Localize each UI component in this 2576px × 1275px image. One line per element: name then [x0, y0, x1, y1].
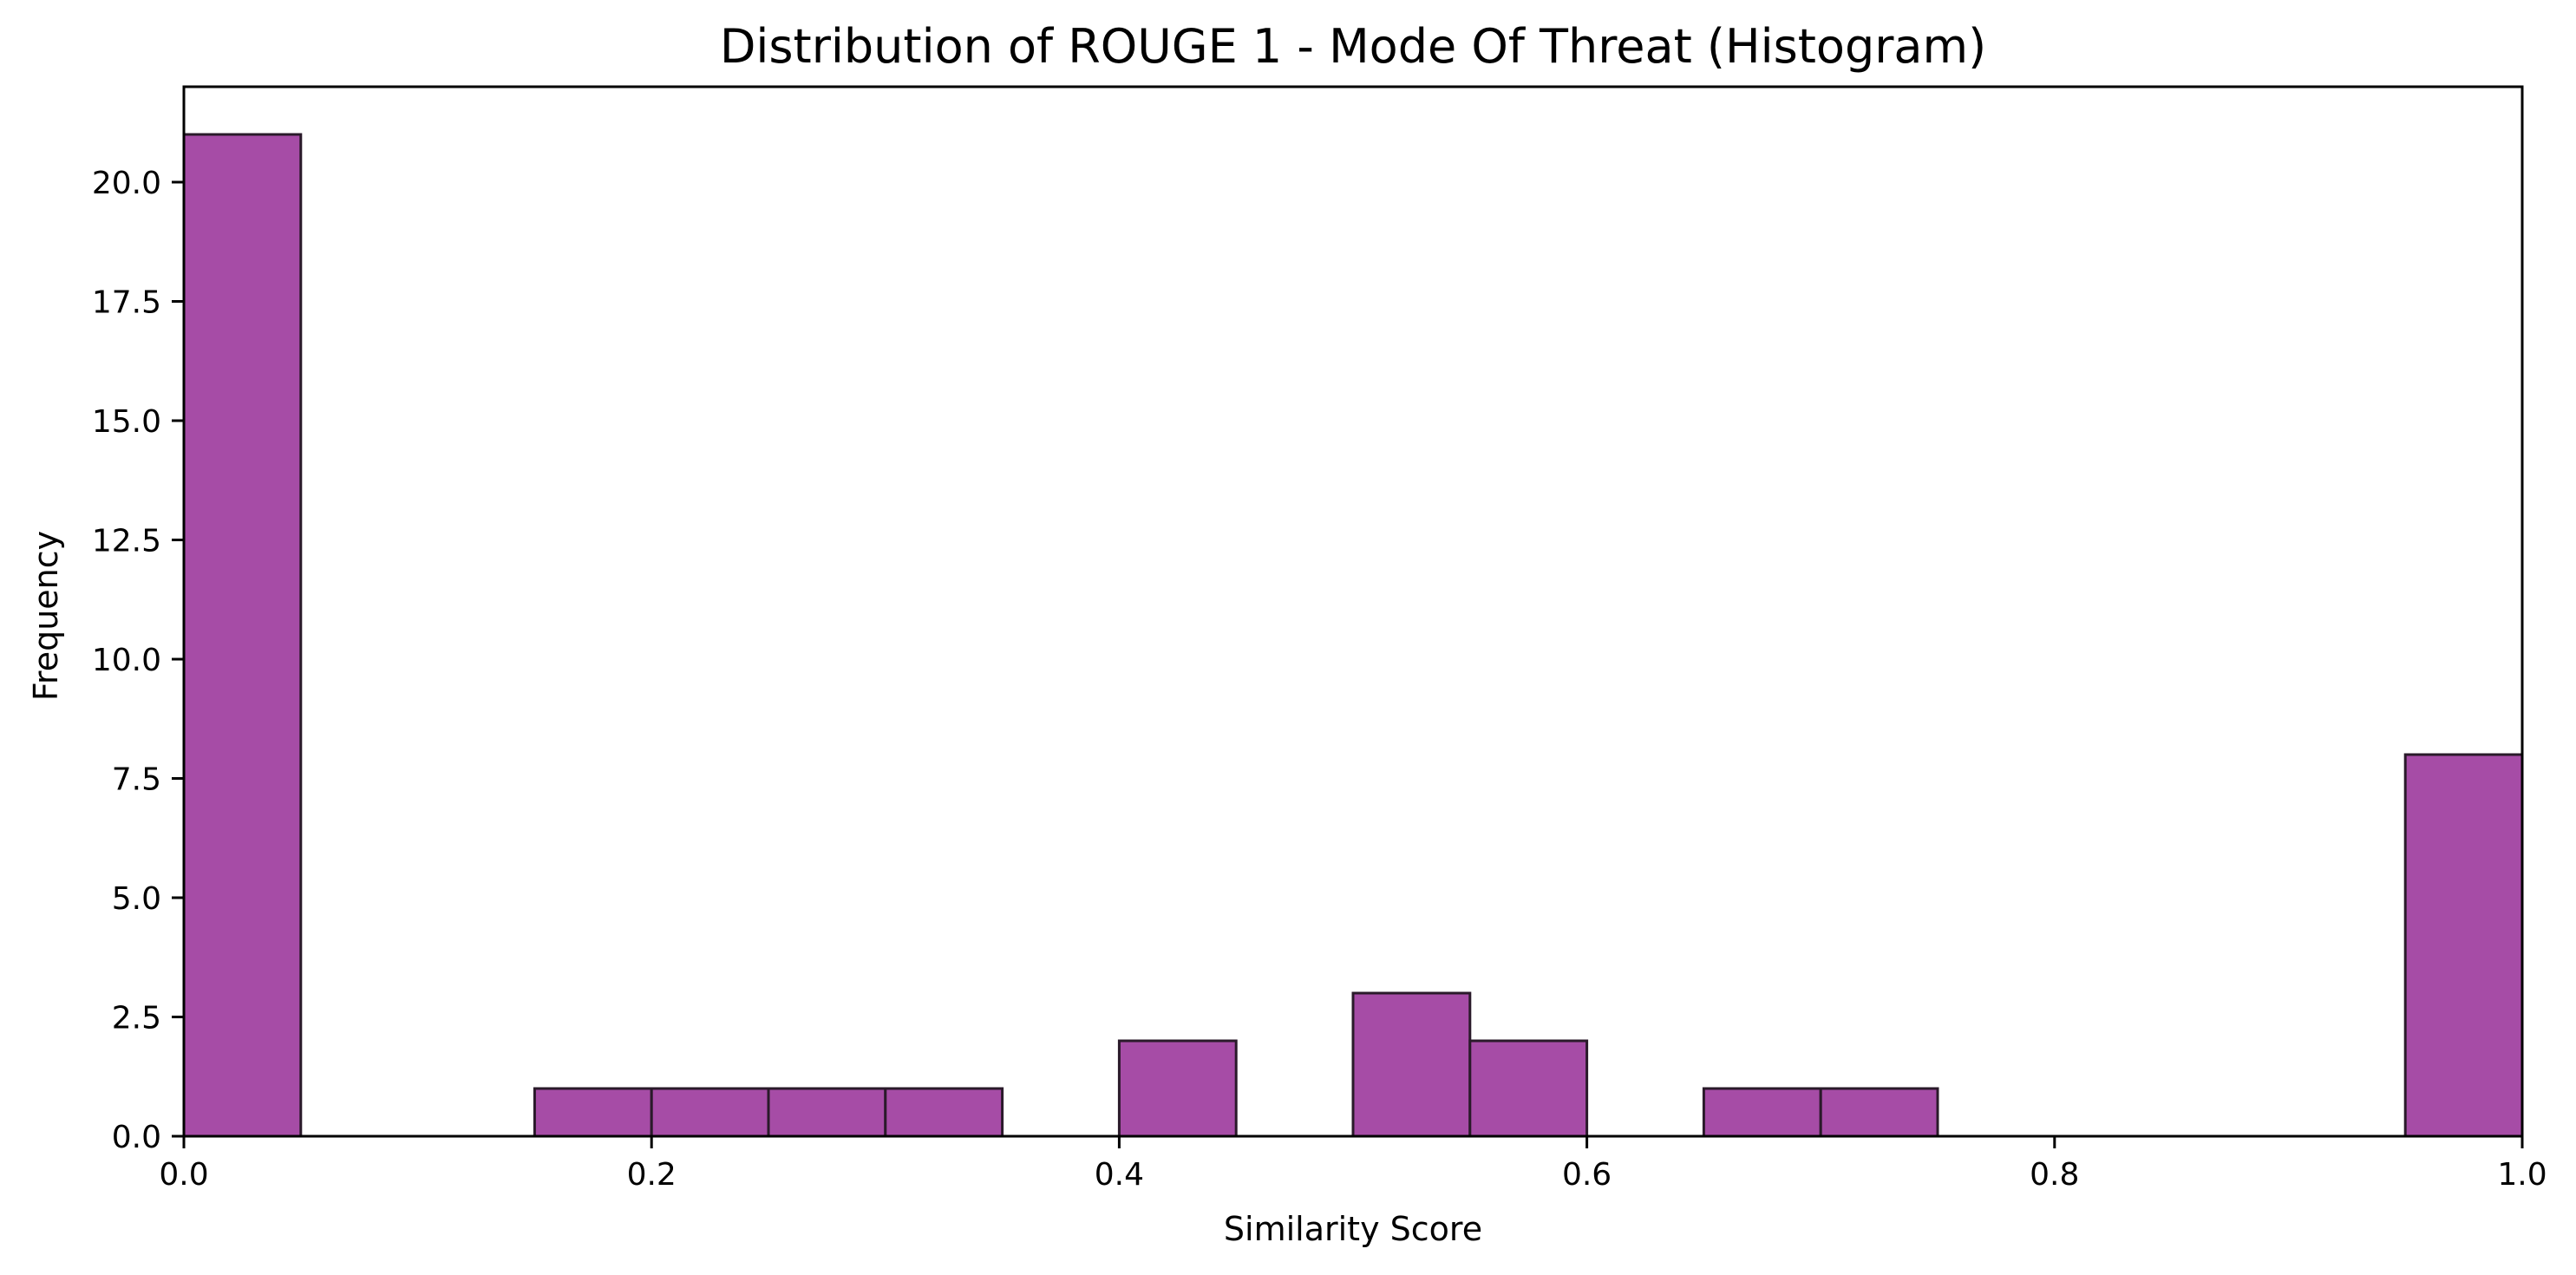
x-tick-label: 0.6 — [1562, 1157, 1612, 1193]
histogram-bar — [533, 1087, 653, 1138]
y-tick-label: 12.5 — [92, 524, 161, 559]
histogram-bar — [1702, 1087, 1822, 1138]
histogram-bar — [650, 1087, 770, 1138]
y-tick-label: 20.0 — [92, 166, 161, 201]
x-tick-label: 0.4 — [1095, 1157, 1144, 1193]
histogram-bar — [1351, 991, 1472, 1138]
y-tick-label: 15.0 — [92, 404, 161, 440]
y-tick-label: 0.0 — [112, 1120, 161, 1155]
histogram-bar — [1468, 1039, 1589, 1138]
histogram-bar — [1819, 1087, 1939, 1138]
plot-border — [182, 85, 2524, 1138]
x-tick-label: 0.0 — [159, 1157, 208, 1193]
x-tick-label: 1.0 — [2497, 1157, 2547, 1193]
histogram-bar — [884, 1087, 1004, 1138]
histogram-bars — [182, 133, 2524, 1138]
chart-title: Distribution of ROUGE 1 - Mode Of Threat… — [720, 19, 1986, 74]
y-tick-label: 2.5 — [112, 1001, 161, 1036]
histogram-bar — [1117, 1039, 1238, 1138]
x-tick-label: 0.2 — [627, 1157, 677, 1193]
x-axis-label: Similarity Score — [1224, 1210, 1482, 1248]
y-tick-label: 5.0 — [112, 881, 161, 917]
y-tick-label: 10.0 — [92, 643, 161, 678]
y-axis-label: Frequency — [27, 531, 65, 701]
histogram-bar — [767, 1087, 887, 1138]
x-tick-label: 0.8 — [2030, 1157, 2079, 1193]
histogram-bar — [2403, 753, 2524, 1138]
y-axis-ticks: 0.0 2.5 5.0 7.5 10.0 12.5 15.0 17.5 20.0 — [92, 166, 184, 1155]
y-tick-label: 17.5 — [92, 285, 161, 321]
plot-frame — [182, 85, 2524, 1138]
x-axis-ticks: 0.0 0.2 0.4 0.6 0.8 1.0 — [159, 1136, 2547, 1193]
y-tick-label: 7.5 — [112, 762, 161, 798]
histogram-bar — [182, 133, 303, 1138]
